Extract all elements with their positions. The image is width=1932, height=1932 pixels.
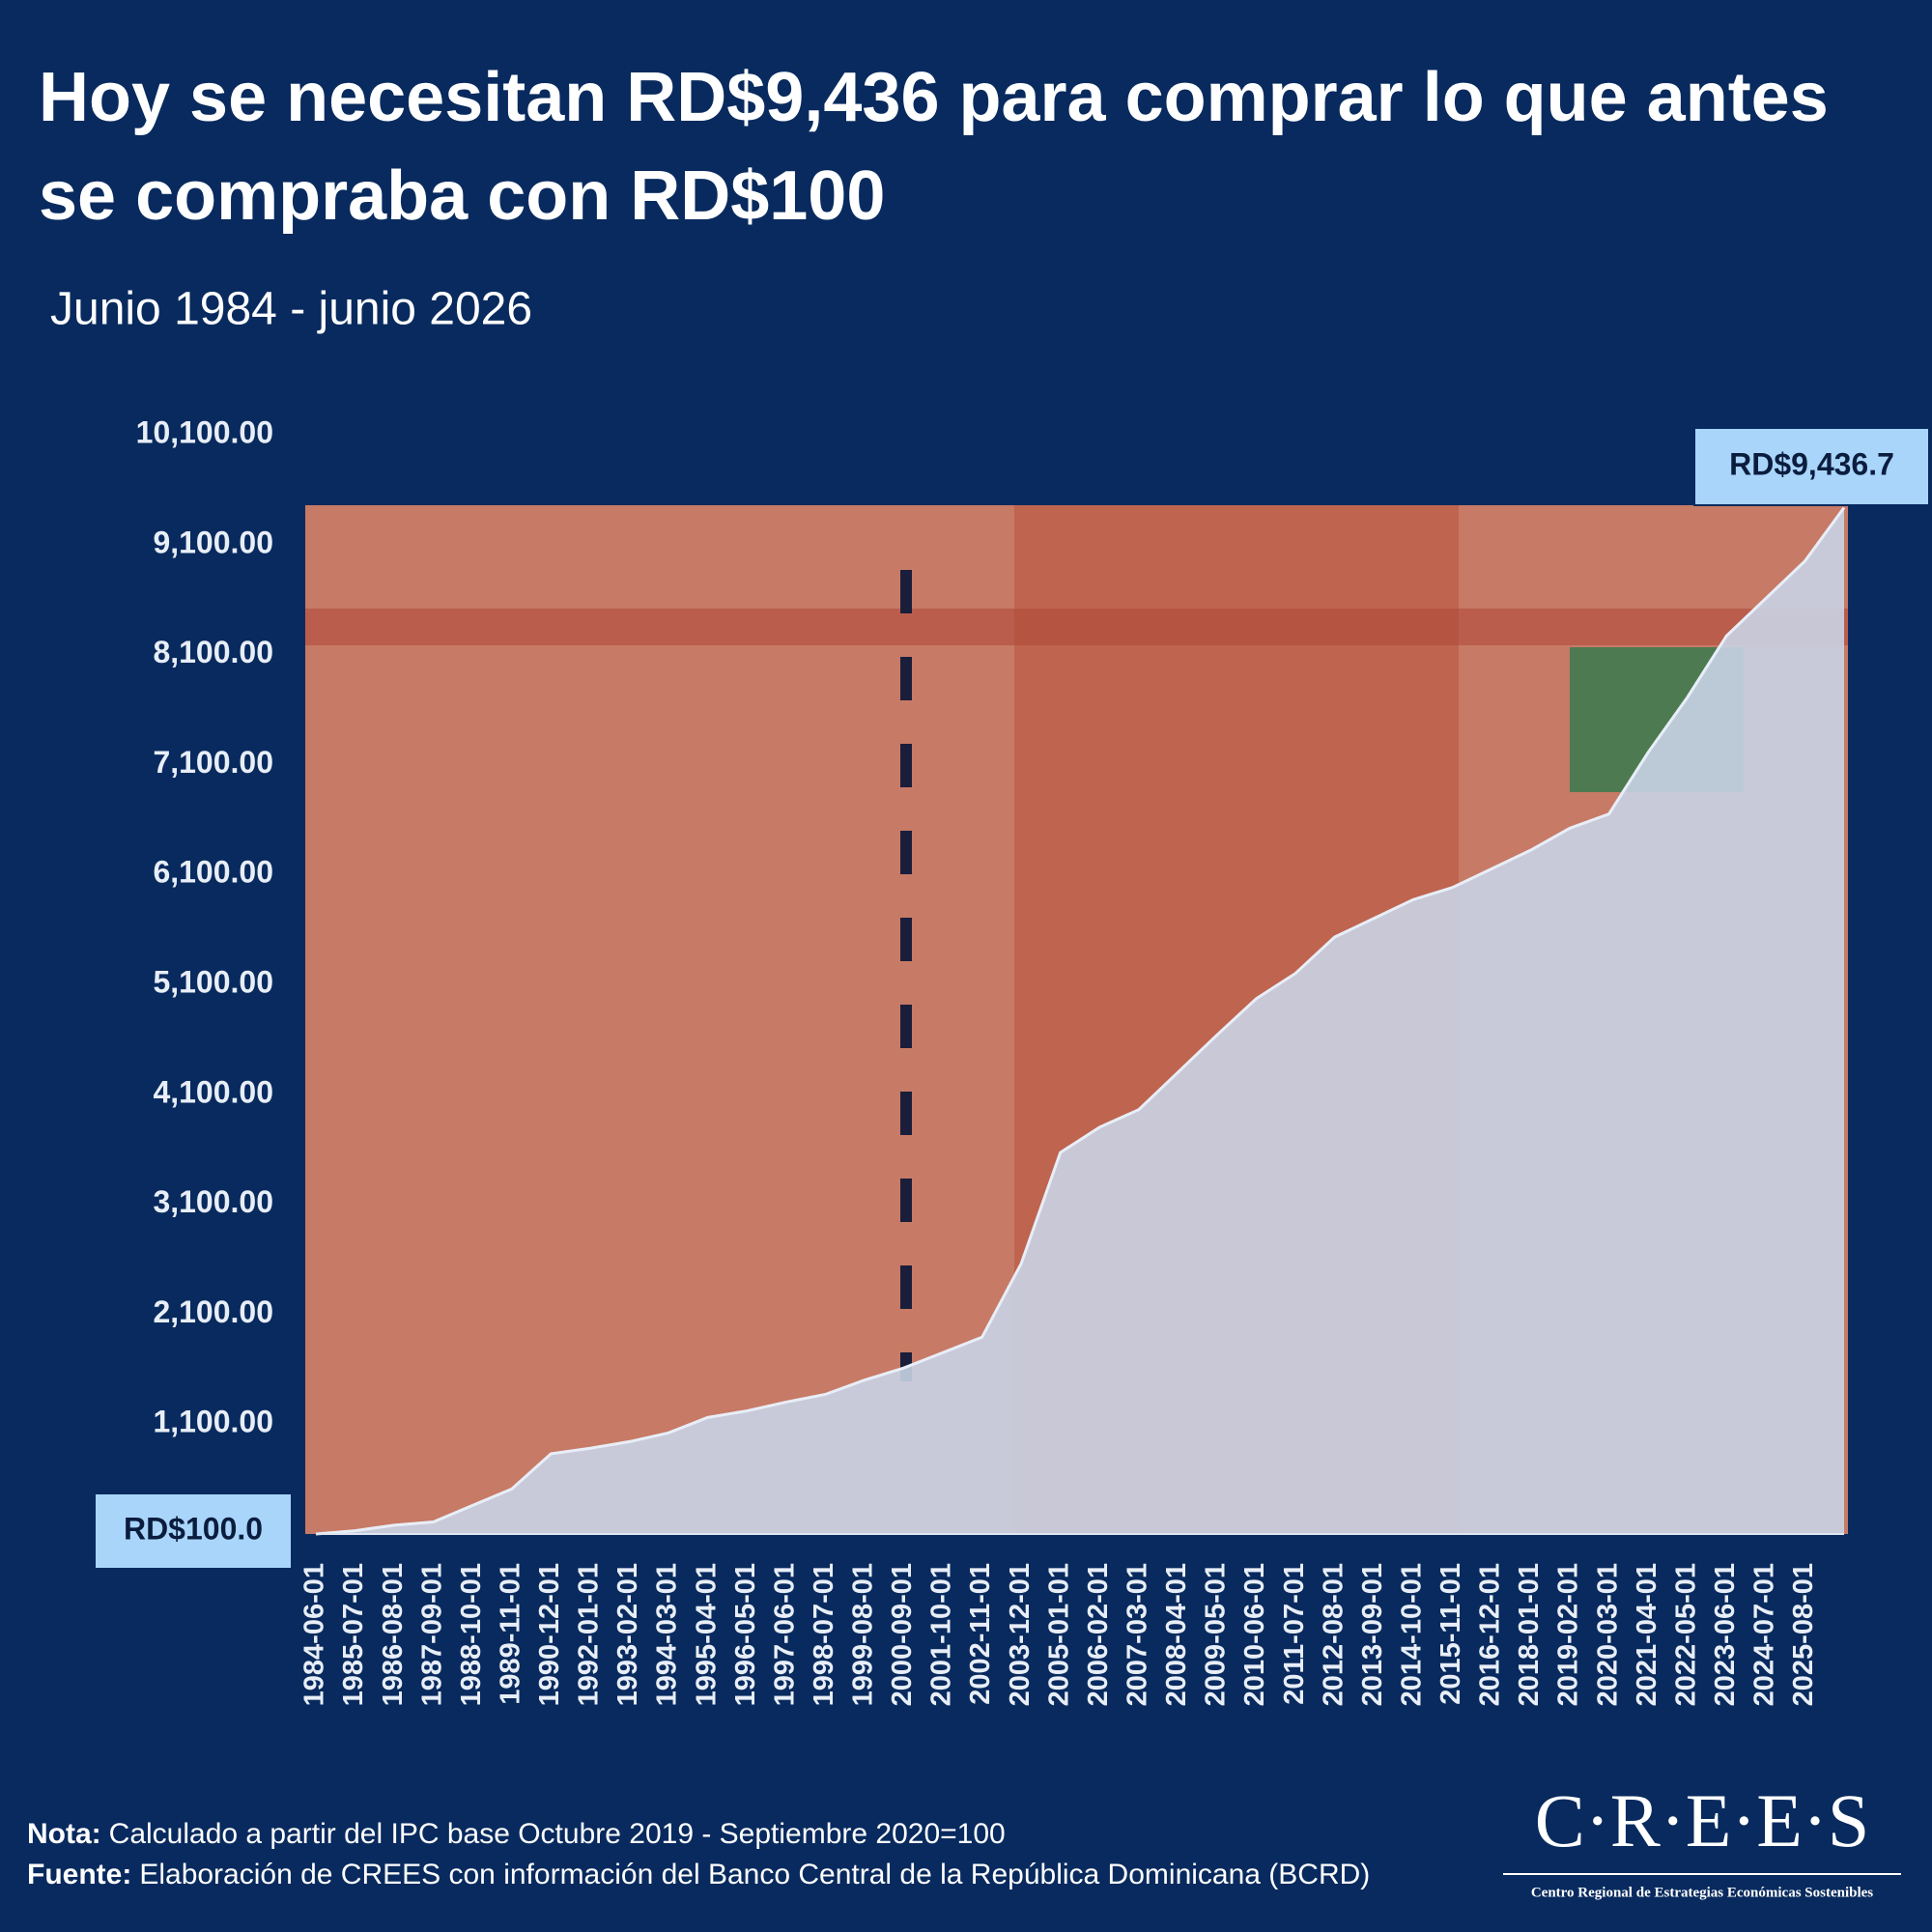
x-tick-label: 2018-01-01 — [1514, 1563, 1545, 1706]
source-label: Fuente: — [27, 1859, 131, 1890]
x-tick-label: 2016-12-01 — [1475, 1563, 1506, 1706]
logo-name: C·R·E·E·S — [1535, 1778, 1870, 1862]
x-tick-label: 2007-03-01 — [1122, 1563, 1153, 1706]
x-tick-label: 1993-02-01 — [612, 1563, 643, 1706]
data-label: RD$100.0 — [124, 1511, 263, 1546]
x-tick-label: 1999-08-01 — [848, 1563, 879, 1706]
x-tick-label: 2001-10-01 — [926, 1563, 957, 1706]
source: Elaboración de CREES con información del… — [139, 1859, 1370, 1890]
x-tick-label: 2022-05-01 — [1670, 1563, 1701, 1706]
x-tick-label: 1986-08-01 — [378, 1563, 409, 1706]
x-tick-label: 2010-06-01 — [1239, 1563, 1270, 1706]
x-tick-label: 2011-07-01 — [1279, 1563, 1310, 1705]
x-tick-label: 2013-09-01 — [1357, 1563, 1388, 1706]
chart-title: Hoy se necesitan RD$9,436 para comprar l… — [39, 59, 1829, 235]
x-tick-label: 1994-03-01 — [652, 1563, 683, 1706]
y-tick-label: 7,100.00 — [153, 745, 273, 780]
line — [315, 506, 1846, 1536]
data-label: RD$9,436.7 — [1729, 446, 1894, 481]
x-tick-label: 1984-06-01 — [299, 1563, 330, 1706]
x-tick-label: 2012-08-01 — [1318, 1563, 1349, 1706]
y-tick-label: 3,100.00 — [153, 1184, 273, 1219]
x-tick-label: 2002-11-01 — [965, 1563, 996, 1705]
y-tick-label: 6,100.00 — [153, 855, 273, 890]
x-tick-label: 1996-05-01 — [730, 1563, 761, 1706]
x-tick-label: 1998-07-01 — [809, 1563, 839, 1706]
x-tick-label: 2015-11-01 — [1435, 1563, 1466, 1705]
x-tick-label: 2025-08-01 — [1788, 1563, 1819, 1706]
x-tick-label: 2021-04-01 — [1632, 1563, 1662, 1706]
x-tick-label: 1988-10-01 — [456, 1563, 487, 1706]
note-stripe — [305, 609, 1848, 645]
footnote: Fuente: Elaboración de CREES con informac… — [27, 1859, 1370, 1890]
x-tick-label: 1989-11-01 — [495, 1563, 526, 1705]
chart-subtitle: Junio 1984 - junio 2026 — [50, 284, 532, 335]
x-tick-label: 1995-04-01 — [691, 1563, 722, 1706]
x-tick-label: 1997-06-01 — [769, 1563, 800, 1706]
note: Calculado a partir del IPC base Octubre … — [109, 1818, 1006, 1850]
x-tick-label: 2024-07-01 — [1749, 1563, 1780, 1706]
x-tick-label: 2006-02-01 — [1083, 1563, 1114, 1706]
x-tick-label: 1990-12-01 — [534, 1563, 565, 1706]
x-tick-label: 1985-07-01 — [338, 1563, 369, 1706]
y-tick-label: 8,100.00 — [153, 635, 273, 669]
area-fill — [316, 507, 1844, 1534]
y-tick-label: 4,100.00 — [153, 1074, 273, 1109]
x-tick-label: 2000-09-01 — [887, 1563, 918, 1706]
x-tick-label: 2009-05-01 — [1201, 1563, 1232, 1706]
x-tick-label: 2019-02-01 — [1553, 1563, 1584, 1706]
x-tick-label: 2014-10-01 — [1396, 1563, 1427, 1706]
y-tick-label: 2,100.00 — [153, 1294, 273, 1329]
footnote: Nota: Calculado a partir del IPC base Oct… — [27, 1818, 1006, 1850]
y-tick-label: 9,100.00 — [153, 525, 273, 559]
x-tick-label: 2020-03-01 — [1592, 1563, 1623, 1706]
x-tick-label: 1987-09-01 — [416, 1563, 447, 1706]
callout-box — [94, 1492, 293, 1570]
x-tick-label: 1992-01-01 — [574, 1563, 605, 1706]
callout-box — [1693, 427, 1930, 506]
x-tick-label: 2003-12-01 — [1005, 1563, 1036, 1706]
title-box: Hoy se necesitan RD$9,436 para comprar l… — [39, 59, 1829, 235]
y-tick-label: 1,100.00 — [153, 1405, 273, 1439]
x-tick-label: 2005-01-01 — [1043, 1563, 1074, 1706]
x-tick-label: 2023-06-01 — [1710, 1563, 1741, 1706]
note-label: Nota: — [27, 1818, 101, 1850]
y-tick-label: 5,100.00 — [153, 964, 273, 999]
logo-tagline: Centro Regional de Estrategias Económica… — [1531, 1885, 1873, 1900]
x-tick-label: 2008-04-01 — [1161, 1563, 1192, 1706]
y-tick-label: 10,100.00 — [136, 414, 273, 449]
